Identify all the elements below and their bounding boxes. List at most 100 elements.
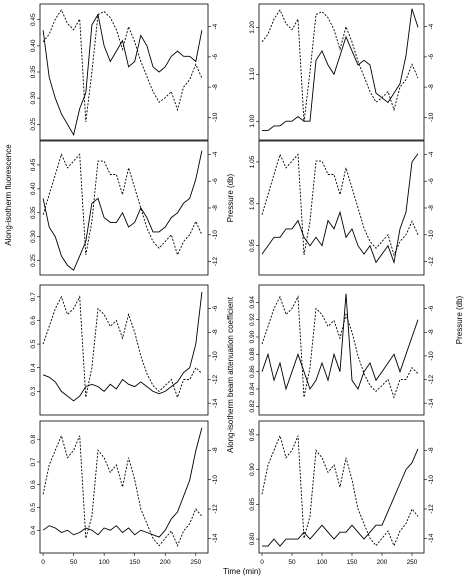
panel-frame [258,140,425,276]
right-y-tick-label: -4 [428,151,435,157]
dashed-series-line [42,9,203,122]
left-y-tick-label: 0.25 [30,254,37,267]
left-y-tick-label: 0.6 [30,316,37,325]
x-tick-label: 100 [99,559,110,566]
solid-series-line [261,293,419,391]
right-y-tick-label: -10 [428,351,435,361]
left-y-tick-label: 1.10 [249,68,256,81]
right-y-tick-label: -4 [212,23,219,29]
right-y-tick-label: -8 [212,84,219,90]
left-y-tick-label: 0.4 [30,525,37,534]
left-y-tick-label: 1.05 [249,155,256,168]
series-group [42,150,203,271]
right-y-tick-label: -14 [212,398,219,408]
solid-series-line [42,150,203,271]
left-y-tick-label: 0.30 [30,91,37,104]
solid-series-line [262,8,419,132]
left-y-tick-label: 0.5 [30,339,37,348]
left-y-tick-label: 0.4 [30,363,37,372]
left-y-tick-label: 1.20 [249,21,256,34]
left-y-tick-label: 0.40 [30,182,37,195]
left-y-tick-label: 0.80 [249,532,256,545]
panel-right-4: 0.80 0.85 0.90 0.95 -14 -12 -10 -8 0 50 100 150 200 2… [249,420,435,566]
panel-left-1: 0.25 0.30 0.35 0.40 0.45 -10 -8 -6 -4 [30,3,219,141]
left-y-tick-label: 0.6 [30,480,37,489]
right-y-tick-label: -6 [428,178,435,184]
panel-right-2: 0.95 1.00 1.05 -12 -10 -8 -6 -4 [249,140,435,276]
series-group [261,293,419,399]
right-y-tick-label: -10 [212,112,219,122]
right-y-tick-label: -6 [428,305,435,311]
dashed-series-line [261,434,419,547]
solid-series-line [262,448,419,547]
left-y-tick-label: 0.7 [30,457,37,466]
series-group [261,8,419,132]
x-tick-label: 250 [407,559,418,566]
dashed-series-line [261,295,419,399]
dashed-series-line [261,9,419,122]
left-y-tick-label: 0.94 [249,296,256,309]
solid-series-line [261,153,419,265]
left-y-tick-label: 0.45 [30,13,37,26]
left-y-tick-label: 0.92 [249,313,256,326]
x-tick-label: 0 [41,559,45,566]
right-y-tick-label: -10 [428,230,435,240]
mid-bottom-y-axis-label: Along-isotherm beam attenuation coeffici… [226,296,235,453]
series-group [42,9,203,137]
right-y-tick-label: -10 [428,112,435,122]
series-group [42,292,203,402]
right-y-tick-label: -14 [212,533,219,543]
left-y-tick-label: 0.40 [30,39,37,52]
right-y-tick-label: -4 [428,23,435,29]
x-tick-label: 100 [317,559,328,566]
panel-left-4: 0.4 0.5 0.6 0.7 0.8 -14 -12 -10 -8 0 50 100 150 200 25… [30,420,219,566]
left-y-tick-label: 0.90 [249,330,256,343]
left-y-tick-label: 0.35 [30,65,37,78]
right-y-tick-label: -8 [428,84,435,90]
dashed-series-line [42,295,203,399]
right-y-tick-label: -8 [428,447,435,453]
right-y-tick-label: -12 [428,374,435,384]
solid-series-line [42,427,203,538]
right-y-tick-label: -6 [212,178,219,184]
x-tick-label: 150 [347,559,358,566]
mid-top-y-axis-label: Pressure (db) [226,173,235,222]
panel-frame [258,3,425,141]
x-tick-label: 150 [129,559,140,566]
right-y-tick-label: -10 [428,475,435,485]
right-y-tick-label: -8 [428,329,435,335]
right-y-tick-label: -12 [428,257,435,267]
left-y-tick-label: 0.8 [30,434,37,443]
right-y-tick-label: -10 [212,475,219,485]
panels-group: 0.250.300.350.400.45-10-8-6-41.001.101.2… [30,3,435,566]
x-tick-label: 200 [377,559,388,566]
dashed-series-line [42,434,203,547]
panel-frame [39,140,209,276]
left-y-tick-label: 0.85 [249,498,256,511]
right-y-tick-label: -6 [212,54,219,60]
left-y-tick-label: 1.00 [249,115,256,128]
series-group [42,427,203,547]
x-tick-label: 50 [70,559,78,566]
x-tick-label: 250 [190,559,201,566]
series-group [261,434,419,547]
x-tick-label: 50 [288,559,296,566]
series-group [261,153,419,265]
left-y-tick-label: 0.7 [30,292,37,301]
left-y-tick-label: 0.45 [30,158,37,171]
panel-left-2: 0.25 0.30 0.35 0.40 0.45 -12 -10 -8 -6 -4 [30,140,219,276]
left-y-tick-label: 0.88 [249,348,256,361]
left-y-tick-label: 0.90 [249,463,256,476]
right-y-tick-label: -14 [428,398,435,408]
left-y-tick-label: 0.82 [249,400,256,413]
right-y-tick-label: -6 [212,305,219,311]
left-y-tick-label: 0.3 [30,386,37,395]
left-y-tick-label: 0.86 [249,365,256,378]
right-y-tick-label: -12 [212,374,219,384]
right-y-tick-label: -8 [212,329,219,335]
left-y-tick-label: 1.00 [249,197,256,210]
left-y-axis-label: Along-isotherm fluorescence [4,144,13,246]
left-y-tick-label: 0.5 [30,503,37,512]
right-y-tick-label: -4 [212,151,219,157]
left-y-tick-label: 0.25 [30,118,37,131]
